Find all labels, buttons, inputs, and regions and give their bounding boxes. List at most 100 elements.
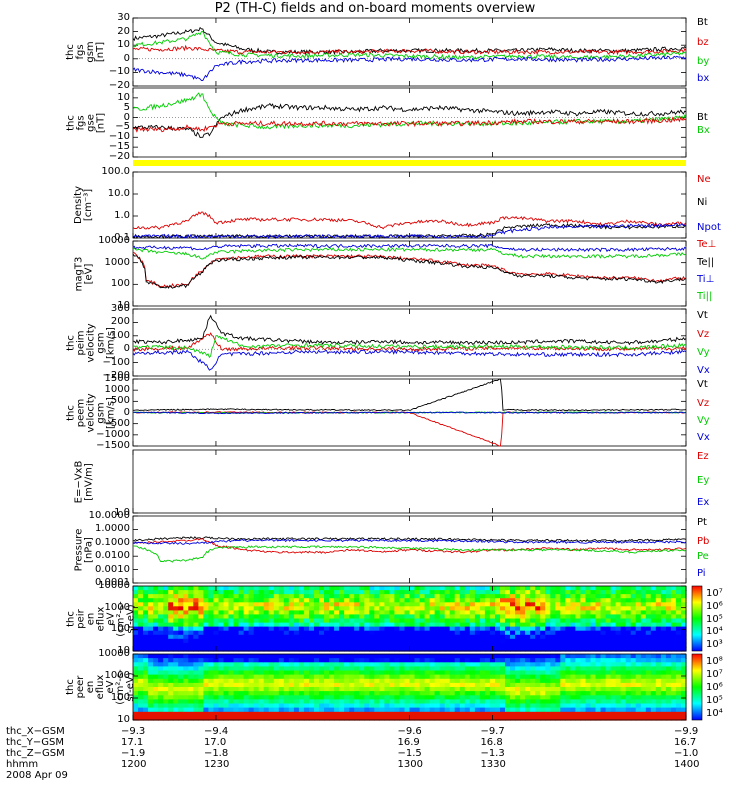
spectrogram-cell: [479, 590, 486, 595]
spectrogram-cell: [243, 614, 250, 620]
spectrogram-cell: [439, 707, 446, 713]
spectrogram-cell: [309, 590, 315, 595]
spectrogram-cell: [374, 654, 380, 659]
spectrogram-cell: [459, 715, 466, 721]
spectrogram-cell: [359, 662, 365, 667]
spectrogram-cell: [590, 646, 597, 652]
series-line-Vt: [132, 314, 687, 346]
spectrogram-cell: [409, 630, 416, 636]
spectrogram-cell: [379, 695, 385, 700]
spectrogram-cell: [178, 699, 184, 705]
spectrogram-cell: [263, 658, 270, 663]
spectrogram-cell: [620, 678, 627, 684]
spectrogram-cell: [590, 687, 597, 692]
spectrogram-cell: [143, 606, 149, 611]
spectrogram-cell: [535, 699, 541, 705]
spectrogram-cell: [314, 638, 320, 644]
spectrogram-cell: [133, 606, 139, 611]
spectrogram-cell: [148, 678, 154, 684]
spectrogram-cell: [298, 691, 305, 696]
spectrogram-cell: [625, 646, 632, 652]
spectrogram-cell: [298, 674, 305, 680]
spectrogram-cell: [384, 590, 390, 595]
spectrogram-cell: [545, 682, 551, 688]
footer-date: 2008 Apr 09: [6, 770, 68, 781]
spectrogram-cell: [675, 682, 682, 688]
spectrogram-cell: [248, 614, 255, 620]
spectrogram-cell: [520, 678, 526, 684]
spectrogram-cell: [484, 622, 491, 628]
spectrogram-cell: [258, 687, 265, 692]
spectrogram-cell: [570, 695, 576, 700]
spectrogram-cell: [550, 594, 556, 599]
spectrogram-cell: [148, 711, 154, 717]
spectrogram-cell: [319, 618, 325, 624]
spectrogram-cell: [374, 602, 380, 607]
spectrogram-cell: [580, 703, 586, 709]
spectrogram-cell: [409, 586, 416, 591]
spectrogram-cell: [439, 614, 446, 620]
spectrogram-cell: [394, 642, 400, 648]
spectrogram-cell: [248, 642, 255, 648]
spectrogram-cell: [615, 590, 622, 595]
spectrogram-cell: [464, 622, 471, 628]
spectrogram-cell: [359, 682, 365, 688]
spectrogram-cell: [550, 618, 556, 624]
spectrogram-cell: [439, 634, 446, 640]
spectrogram-cell: [615, 658, 622, 663]
spectrogram-cell: [670, 646, 677, 652]
spectrogram-cell: [525, 646, 531, 652]
spectrogram-cell: [163, 674, 169, 680]
spectrogram-cell: [138, 626, 144, 632]
spectrogram-cell: [414, 638, 421, 644]
spectrogram-cell: [414, 634, 421, 640]
spectrogram-cell: [369, 666, 375, 672]
spectrogram-cell: [384, 630, 390, 636]
panel-peem_velocity: [132, 378, 687, 447]
spectrogram-cell: [500, 630, 506, 636]
spectrogram-cell: [163, 707, 169, 713]
spectrogram-cell: [384, 622, 390, 628]
spectrogram-cell: [520, 634, 526, 640]
spectrogram-cell: [535, 711, 541, 717]
spectrogram-cell: [590, 602, 597, 607]
spectrogram-cell: [675, 670, 682, 676]
spectrogram-cell: [198, 642, 204, 648]
spectrogram-cell: [344, 695, 350, 700]
spectrogram-cell: [464, 642, 471, 648]
spectrogram-cell: [173, 606, 179, 611]
spectrogram-cell: [555, 711, 561, 717]
spectrogram-cell: [550, 678, 556, 684]
spectrogram-cell: [449, 618, 456, 624]
spectrogram-cell: [314, 642, 320, 648]
spectrogram-cell: [263, 618, 270, 624]
spectrogram-cell: [640, 658, 647, 663]
spectrogram-cell: [665, 703, 672, 709]
spectrogram-cell: [625, 687, 632, 692]
spectrogram-cell: [404, 634, 411, 640]
spectrogram-cell: [429, 715, 436, 721]
spectrogram-cell: [379, 670, 385, 676]
spectrogram-cell: [419, 642, 426, 648]
spectrogram-cell: [575, 699, 581, 705]
spectrogram-cell: [479, 678, 486, 684]
spectrogram-cell: [409, 674, 416, 680]
spectrogram-cell: [650, 614, 657, 620]
spectrogram-cell: [570, 715, 576, 721]
spectrogram-cell: [288, 678, 295, 684]
spectrogram-cell: [293, 699, 300, 705]
spectrogram-cell: [409, 699, 416, 705]
spectrogram-cell: [293, 622, 300, 628]
spectrogram-cell: [479, 626, 486, 632]
footer-row-label: thc_X−GSM: [6, 726, 65, 737]
spectrogram-cell: [389, 711, 395, 717]
spectrogram-cell: [238, 606, 245, 611]
spectrogram-cell: [384, 598, 390, 603]
spectrogram-cell: [585, 598, 592, 603]
legend-Bt: Bt: [697, 17, 708, 28]
spectrogram-cell: [143, 626, 149, 632]
spectrogram-cell: [324, 670, 330, 676]
spectrogram-cell: [233, 618, 240, 624]
spectrogram-cell: [409, 670, 416, 676]
spectrogram-cell: [228, 711, 235, 717]
